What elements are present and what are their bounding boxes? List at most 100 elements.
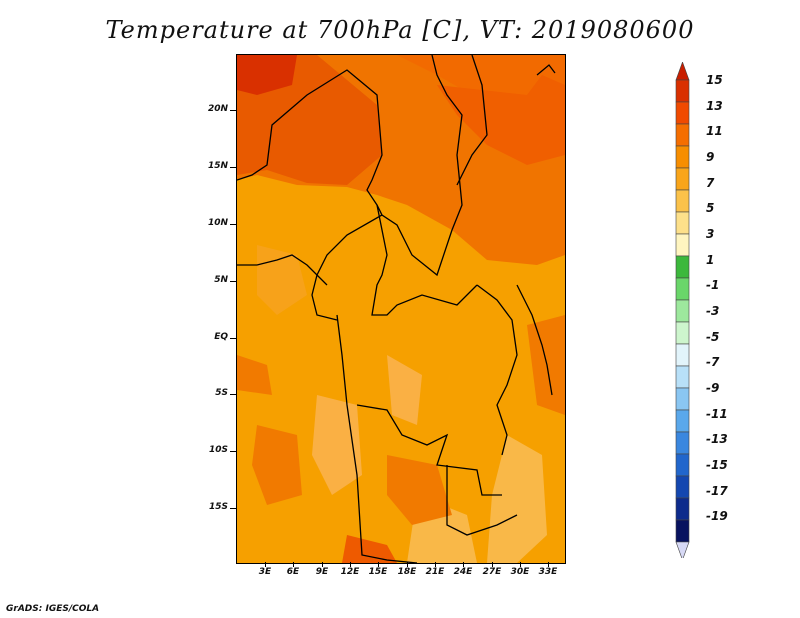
colorbar-segment — [675, 497, 690, 521]
lat-label-15N: 15N — [207, 161, 228, 171]
lat-label-EQ: EQ — [214, 332, 228, 342]
colorbar-segment — [675, 167, 690, 191]
colorbar-label: -3 — [706, 304, 720, 318]
colorbar-label: -19 — [706, 509, 728, 524]
lon-label-18E: 18E — [397, 567, 417, 577]
lat-tick — [230, 167, 236, 168]
warm-patch-sw — [252, 425, 302, 505]
colorbar-segment — [675, 321, 690, 345]
colorbar-segment — [675, 211, 690, 235]
lon-label-21E: 21E — [425, 567, 445, 577]
colorbar-segment — [675, 475, 690, 499]
border-car — [371, 204, 478, 316]
colorbar-bottom-cap — [675, 541, 690, 558]
hottest-region — [237, 55, 297, 95]
colorbar-label: -15 — [706, 458, 728, 472]
colorbar-label: 5 — [706, 201, 715, 216]
colorbar-label: 11 — [706, 124, 723, 139]
colorbar-segment — [675, 145, 690, 169]
coast-red-sea — [536, 64, 556, 76]
lat-label-20N: 20N — [207, 104, 228, 114]
colorbar-segment — [675, 101, 690, 125]
lon-tick — [407, 562, 408, 567]
lon-label-12E: 12E — [340, 567, 360, 577]
colorbar-segment — [675, 189, 690, 213]
lat-tick — [230, 338, 236, 339]
lat-label-10N: 10N — [207, 218, 228, 228]
warm-region-east — [437, 75, 565, 165]
colorbar-label: -11 — [706, 406, 728, 421]
map-title: Temperature at 700hPa [C], VT: 201908060… — [105, 16, 695, 44]
lat-label-5S: 5S — [215, 388, 228, 398]
warm-patch-s — [387, 455, 452, 525]
lon-label-3E: 3E — [258, 567, 272, 577]
border-angola — [356, 404, 502, 496]
colorbar-segment — [675, 233, 690, 257]
colorbar-label: 7 — [706, 175, 715, 190]
colorbar-label: 15 — [706, 73, 723, 87]
lon-label-15E: 15E — [368, 567, 388, 577]
colorbar-label: 1 — [706, 252, 715, 267]
colorbar-label: -5 — [706, 329, 720, 344]
colorbar-label: -13 — [706, 432, 728, 447]
colorbar-label: -17 — [706, 483, 728, 498]
colorbar-segment — [675, 277, 690, 301]
colorbar-label: -7 — [706, 355, 720, 370]
colorbar-segment — [675, 123, 690, 147]
lon-label-6E: 6E — [286, 567, 300, 577]
lat-tick — [230, 451, 236, 452]
colorbar-label: 9 — [706, 150, 715, 164]
colorbar-segment — [675, 409, 690, 433]
lat-label-15S: 15S — [208, 502, 228, 512]
lon-tick — [265, 562, 266, 567]
colorbar — [675, 62, 690, 558]
lon-label-24E: 24E — [453, 567, 473, 577]
lon-tick — [435, 562, 436, 567]
lon-tick — [492, 562, 493, 567]
country-borders — [237, 55, 556, 563]
warm-patch-east — [527, 315, 565, 415]
lon-tick — [350, 562, 351, 567]
colorbar-label: 13 — [706, 98, 723, 113]
colorbar-label: -9 — [706, 381, 720, 395]
warm-patch-bottom — [342, 535, 397, 563]
colorbar-segment — [675, 453, 690, 477]
colorbar-segment — [675, 343, 690, 367]
lon-label-9E: 9E — [315, 567, 329, 577]
credit-text: GrADS: IGES/COLA — [6, 604, 100, 614]
colorbar-segment — [675, 431, 690, 455]
lat-tick — [230, 281, 236, 282]
cool-patch-3 — [387, 355, 422, 425]
border-zambia — [446, 465, 518, 536]
lon-tick — [378, 562, 379, 567]
warm-patch-west — [237, 355, 272, 395]
lat-label-10S: 10S — [208, 445, 228, 455]
map-frame — [236, 54, 566, 564]
lon-label-27E: 27E — [482, 567, 502, 577]
colorbar-segment — [675, 519, 690, 543]
temperature-field — [237, 55, 565, 563]
lon-tick — [322, 562, 323, 567]
border-east-lakes — [516, 284, 553, 396]
lat-tick — [230, 110, 236, 111]
lon-tick — [293, 562, 294, 567]
colorbar-top-cap — [675, 62, 690, 81]
colorbar-label: -1 — [706, 278, 720, 293]
lon-tick — [520, 562, 521, 567]
lat-tick — [230, 508, 236, 509]
border-sudan — [456, 55, 488, 186]
border-nigeria — [237, 254, 328, 286]
colorbar-segment — [675, 387, 690, 411]
lon-tick — [463, 562, 464, 567]
colorbar-segment — [675, 255, 690, 279]
colorbar-label: 3 — [706, 227, 715, 241]
cool-patch-4 — [487, 435, 547, 563]
lat-tick — [230, 394, 236, 395]
border-drc-west — [336, 314, 418, 563]
colorbar-segment — [675, 365, 690, 389]
border-drc-east — [476, 284, 518, 456]
lon-tick — [548, 562, 549, 567]
colorbar-segment — [675, 79, 690, 103]
colorbar-segment — [675, 299, 690, 323]
lat-label-5N: 5N — [214, 275, 228, 285]
